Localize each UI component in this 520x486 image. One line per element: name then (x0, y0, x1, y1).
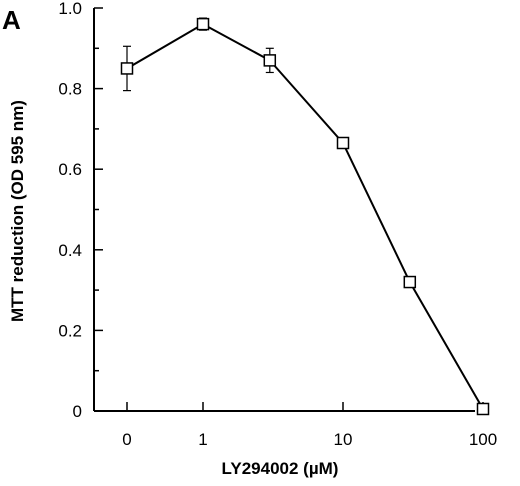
y-tick-label: 0.4 (58, 241, 82, 260)
data-point (120, 62, 134, 75)
y-tick-label: 0 (73, 402, 82, 421)
x-tick-label: 1 (198, 430, 207, 449)
x-axis-title: LY294002 (µM) (222, 459, 339, 478)
panel-label: A (2, 5, 21, 35)
y-tick-label: 0.8 (58, 80, 82, 99)
data-point (263, 54, 277, 67)
y-ticks: 0 0.2 0.4 0.6 0.8 1.0 (58, 0, 103, 421)
y-tick-label: 0.6 (58, 160, 82, 179)
series (120, 17, 490, 416)
x-tick-label: 10 (334, 430, 353, 449)
x-ticks: 0 1 10 100 (122, 402, 497, 449)
axes (93, 8, 475, 412)
x-tick-label: 0 (122, 430, 131, 449)
data-point (336, 136, 350, 150)
data-point (476, 402, 490, 416)
series-line (126, 22, 484, 410)
x-tick-label: 100 (469, 430, 497, 449)
data-point (196, 17, 210, 31)
y-axis-title: MTT reduction (OD 595 nm) (8, 100, 27, 322)
data-point (403, 275, 417, 289)
y-tick-label: 1.0 (58, 0, 82, 18)
y-tick-label: 0.2 (58, 321, 82, 340)
